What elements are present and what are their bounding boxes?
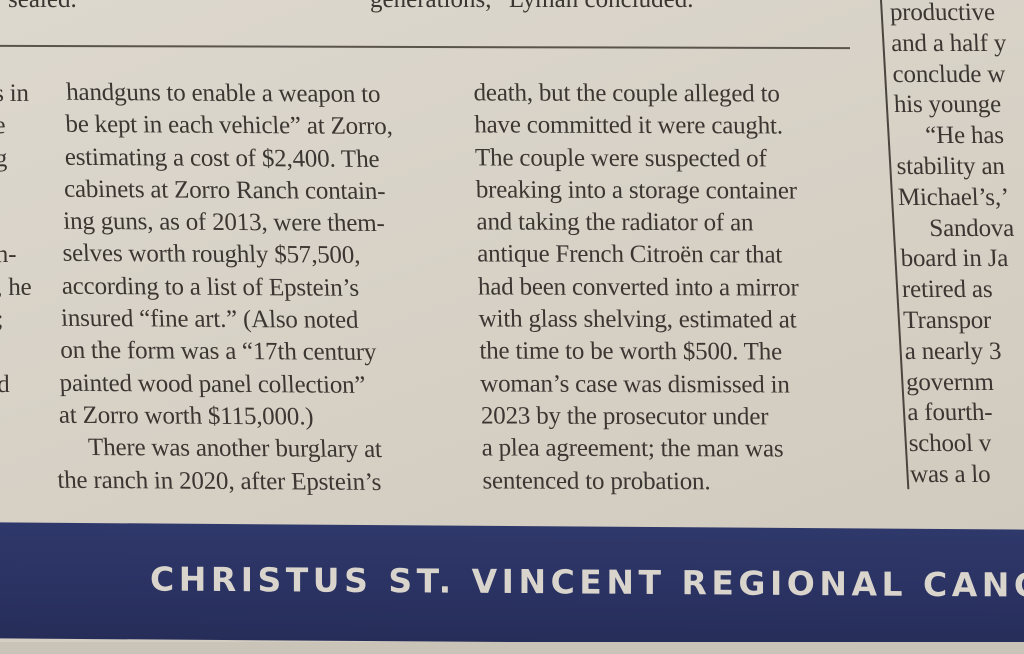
text-line: his younge [893,91,1002,119]
text-line [0,336,32,369]
text-line: school v [908,430,992,458]
text-line: be kept in each vehicle” at Zorro, [64,111,394,141]
text-line: cabinets at Zorro Ranch contain- [63,175,386,205]
article-column-1: s in e g n- , he; d [0,78,33,466]
text-line: conclude w [891,60,1006,88]
text-line: breaking into a storage container [475,176,798,205]
article-column-2: handguns to enable a weapon to be kept in… [57,77,409,499]
text-line: and taking the radiator of an [476,208,754,237]
text-line: a nearly 3 [904,337,1002,365]
article-column-3: death, but the couple alleged to have com… [473,77,804,498]
text-line: e [0,112,6,140]
text-line: selves worth roughly $57,500, [61,240,361,270]
text-line: painted wood panel collection” [58,369,366,399]
text-line [0,433,33,466]
text-line: n- [0,241,17,269]
text-line: governm [905,368,995,396]
text-line: “He has [924,122,1005,150]
header-fragment-left: sealed. [8,0,77,14]
text-line: at Zorro worth $115,000.) [58,401,314,431]
text-line: a fourth- [906,399,993,427]
text-line [0,175,31,208]
text-line: antique French Citroën car that [476,240,783,269]
text-line: had been converted into a mirror [477,273,799,302]
text-line: the time to be worth $500. The [479,337,783,366]
text-line: on the form was a “17th century [59,337,377,367]
text-line: a plea agreement; the man was [481,434,784,463]
article-column-4: productive and a half y conclude w his youn… [889,0,1024,491]
text-line: There was another burglary at [87,434,383,464]
text-line: woman’s case was dismissed in [479,370,790,399]
header-fragment-center: generations,” Lyman concluded. [370,0,694,14]
text-line: insured “fine art.” (Also noted [60,304,359,334]
text-line: s in [0,79,29,108]
text-line: was a lo [909,460,991,488]
text-line: , he [0,273,32,301]
text-line [0,207,31,240]
text-line: The couple were suspected of [474,144,767,173]
text-line: and a half y [890,29,1007,57]
text-line: with glass shelving, estimated at [478,305,797,334]
text-line: d [0,370,10,398]
text-line: ; [0,306,4,334]
text-line: handguns to enable a weapon to [65,78,381,108]
text-line: retired as [901,276,993,304]
banner-text: CHRISTUS ST. VINCENT REGIONAL CANC [150,559,1024,605]
text-line: according to a list of Epstein’s [61,272,360,302]
text-line: estimating a cost of $2,400. The [64,143,380,173]
horizontal-rule [0,44,851,50]
text-line: sentenced to probation. [482,467,711,495]
text-line: Sandova [928,214,1015,242]
text-line: Michael’s,’ [897,183,1010,211]
text-line: g [0,144,8,172]
text-line: 2023 by the prosecutor under [480,402,769,431]
paper-edge [0,642,1024,654]
text-line: stability an [896,152,1006,180]
text-line: ing guns, as of 2013, were them- [62,207,386,238]
advertisement-banner: CHRISTUS ST. VINCENT REGIONAL CANC [0,522,1024,646]
text-line [0,401,33,434]
text-line: Transpor [902,306,992,334]
text-line: death, but the couple alleged to [473,79,780,108]
text-line: productive [889,0,996,26]
text-line: have committed it were caught. [474,111,784,140]
text-line: board in Ja [900,245,1009,273]
text-line: the ranch in 2020, after Epstein’s [56,466,382,496]
